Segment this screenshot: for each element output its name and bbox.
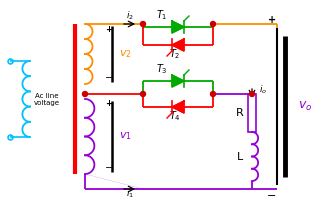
Text: +: + bbox=[106, 99, 112, 108]
Circle shape bbox=[83, 92, 87, 97]
Circle shape bbox=[141, 92, 145, 97]
Text: Ac line
voltage: Ac line voltage bbox=[34, 93, 60, 106]
Text: $v_2$: $v_2$ bbox=[119, 48, 132, 60]
Text: $v_1$: $v_1$ bbox=[119, 131, 132, 142]
Polygon shape bbox=[172, 21, 184, 33]
Polygon shape bbox=[172, 75, 184, 87]
Text: $T_1$: $T_1$ bbox=[156, 8, 168, 22]
Circle shape bbox=[211, 22, 215, 27]
Text: L: L bbox=[237, 152, 243, 162]
Text: $i_1$: $i_1$ bbox=[126, 188, 134, 200]
Text: −: − bbox=[105, 163, 113, 173]
Text: $i_2$: $i_2$ bbox=[126, 9, 134, 22]
Text: $v_o$: $v_o$ bbox=[298, 100, 312, 113]
Text: −: − bbox=[105, 73, 113, 83]
Bar bbox=[248, 94, 256, 132]
Text: +: + bbox=[106, 24, 112, 33]
Polygon shape bbox=[172, 39, 184, 51]
Polygon shape bbox=[172, 101, 184, 113]
Circle shape bbox=[141, 22, 145, 27]
Circle shape bbox=[211, 92, 215, 97]
Text: $T_2$: $T_2$ bbox=[169, 47, 181, 61]
Text: $i_o$: $i_o$ bbox=[259, 83, 267, 96]
Text: R: R bbox=[236, 108, 244, 118]
Text: $T_4$: $T_4$ bbox=[169, 109, 181, 123]
Text: +: + bbox=[268, 15, 276, 25]
Text: −: − bbox=[267, 191, 277, 201]
Circle shape bbox=[249, 92, 254, 97]
Text: $T_3$: $T_3$ bbox=[156, 62, 168, 76]
